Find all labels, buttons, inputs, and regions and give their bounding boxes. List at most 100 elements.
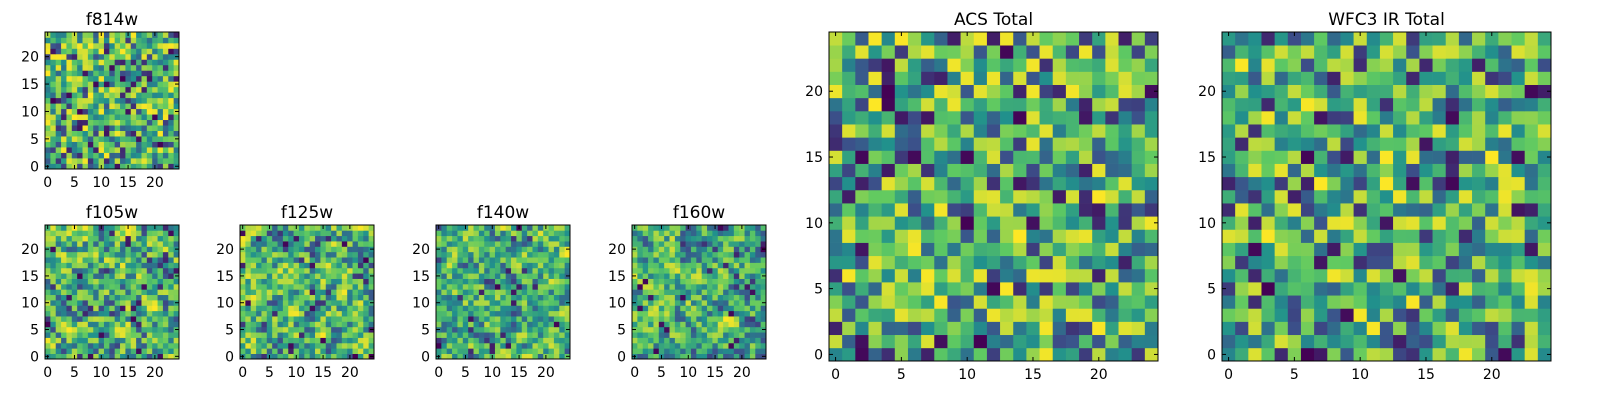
heatmap-cell	[55, 273, 62, 279]
heatmap-cell	[146, 114, 153, 121]
heatmap-cell	[55, 136, 62, 142]
heatmap-cell	[157, 141, 164, 148]
heatmap-cell	[1065, 203, 1080, 217]
heatmap-cell	[733, 273, 740, 279]
heatmap-cell	[947, 347, 961, 362]
heatmap-cell	[960, 242, 975, 257]
heatmap-cell	[1445, 282, 1460, 296]
heatmap-cell	[1379, 150, 1394, 164]
heatmap-cell	[1131, 282, 1146, 296]
heatmap-cell	[1300, 110, 1315, 125]
heatmap-cell	[162, 273, 169, 279]
heatmap-cell	[674, 278, 681, 285]
heatmap-cell	[484, 337, 490, 344]
heatmap-cell	[282, 310, 289, 317]
heatmap-cell	[309, 246, 316, 253]
heatmap-cell	[266, 283, 273, 290]
heatmap-cell	[1458, 71, 1473, 85]
heatmap-cell	[272, 310, 278, 317]
heatmap-cell	[527, 342, 533, 349]
heatmap-cell	[261, 267, 268, 274]
heatmap-cell	[352, 246, 359, 253]
heatmap-cell	[907, 334, 922, 349]
heatmap-cell	[1079, 97, 1093, 112]
heatmap-cell	[532, 294, 539, 301]
heatmap-cell	[1314, 71, 1328, 85]
heatmap-cell	[87, 81, 94, 88]
heatmap-cell	[478, 235, 485, 242]
heatmap-cell	[61, 70, 67, 77]
heatmap-cell	[261, 342, 268, 349]
heatmap-cell	[733, 348, 740, 354]
heatmap-cell	[50, 230, 57, 237]
heatmap-cell	[98, 92, 105, 99]
heatmap-cell	[537, 246, 544, 253]
heatmap-cell	[1432, 347, 1447, 362]
heatmap-cell	[1432, 124, 1447, 138]
heatmap-cell	[1419, 150, 1433, 164]
heatmap-cell	[298, 283, 305, 290]
heatmap-cell	[489, 278, 496, 285]
heatmap-cell	[120, 70, 126, 77]
heatmap-cell	[45, 294, 51, 301]
heatmap-cell	[61, 348, 67, 354]
heatmap-cell	[77, 241, 83, 247]
heatmap-cell	[66, 235, 73, 242]
heatmap-cell	[357, 246, 364, 253]
heatmap-cell	[739, 230, 745, 237]
y-tick-label: 20	[21, 242, 39, 258]
heatmap-cell	[921, 97, 935, 112]
heatmap-cell	[1406, 203, 1420, 217]
heatmap-cell	[548, 332, 555, 338]
heatmap-cell	[298, 251, 305, 258]
heatmap-cell	[960, 308, 975, 322]
heatmap-cell	[632, 278, 638, 285]
heatmap-cell	[55, 125, 62, 131]
heatmap-cell	[1248, 110, 1262, 125]
heatmap-cell	[960, 110, 975, 125]
heatmap-cell	[125, 75, 132, 82]
heatmap-cell	[282, 235, 289, 242]
heatmap-cell	[462, 257, 469, 263]
heatmap-cell	[868, 84, 882, 99]
heatmap-cell	[125, 42, 132, 49]
heatmap-cell	[934, 282, 948, 296]
heatmap-cell	[168, 267, 174, 274]
heatmap-cell	[690, 332, 697, 338]
heatmap-cell	[516, 316, 523, 322]
heatmap-cell	[114, 97, 121, 104]
heatmap-cell	[489, 300, 496, 306]
heatmap-cell	[45, 251, 51, 258]
heatmap-cell	[1118, 255, 1133, 270]
heatmap-cell	[368, 257, 375, 263]
heatmap-cell	[352, 326, 359, 333]
heatmap-cell	[50, 108, 57, 115]
heatmap-cell	[98, 119, 105, 126]
heatmap-cell	[1222, 268, 1236, 283]
heatmap-cell	[855, 216, 869, 230]
heatmap-cell	[103, 108, 110, 115]
heatmap-cell	[173, 278, 180, 285]
heatmap-cell	[173, 32, 180, 38]
heatmap-cell	[921, 189, 935, 204]
heatmap-cell	[1000, 45, 1014, 59]
heatmap-cell	[245, 262, 252, 269]
heatmap-cell	[77, 119, 83, 126]
heatmap-cell	[473, 278, 480, 285]
heatmap-cell	[146, 70, 153, 77]
heatmap-cell	[484, 241, 490, 247]
heatmap-cell	[363, 348, 369, 354]
heatmap-cell	[680, 321, 686, 328]
heatmap-cell	[505, 267, 512, 274]
heatmap-cell	[277, 337, 284, 344]
heatmap-cell	[1105, 203, 1119, 217]
y-tick-label: 0	[30, 349, 39, 365]
heatmap-cell	[500, 300, 507, 306]
heatmap-cell	[436, 348, 442, 354]
heatmap-cell	[277, 262, 284, 269]
heatmap-cell	[120, 262, 126, 269]
heatmap-cell	[141, 262, 148, 269]
heatmap-cell	[157, 92, 164, 99]
heatmap-cell	[881, 110, 896, 125]
heatmap-cell	[45, 241, 51, 247]
